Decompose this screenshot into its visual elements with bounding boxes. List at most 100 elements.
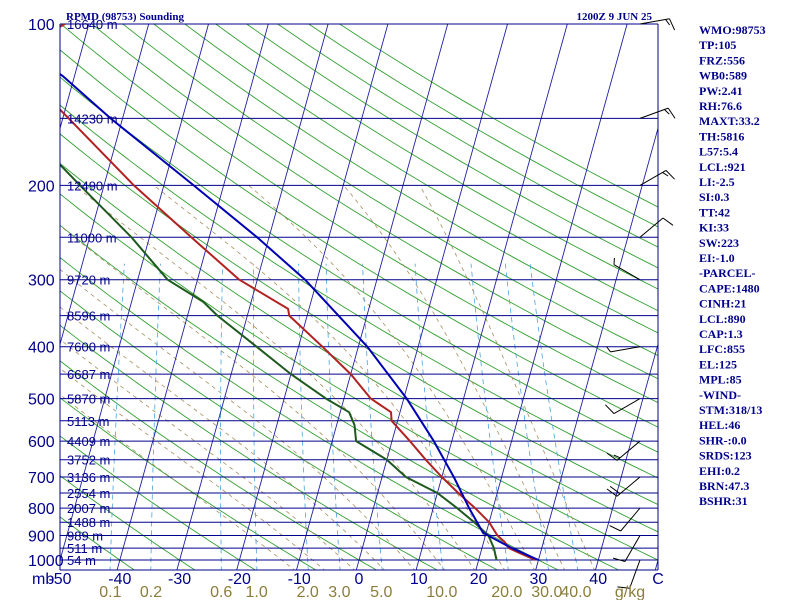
moist-adiabat xyxy=(153,185,506,570)
dry-adiabat xyxy=(246,24,658,269)
wind-barb xyxy=(606,440,641,461)
barb-flag xyxy=(606,346,611,353)
isotherm xyxy=(176,24,329,570)
dry-adiabat xyxy=(91,24,658,380)
height-label: 5870 m xyxy=(67,392,110,407)
height-label: 3136 m xyxy=(67,470,110,485)
barb-flag xyxy=(665,170,675,180)
temperature-tick-label: 40 xyxy=(589,571,607,588)
moist-adiabat xyxy=(248,185,536,570)
mixing-ratio-line xyxy=(362,263,383,570)
pressure-tick-label: 1000 xyxy=(28,553,64,570)
height-label: 12490 m xyxy=(67,178,118,193)
barb-flag xyxy=(665,19,671,26)
mixing-ratio-line xyxy=(220,263,223,570)
wind-barb xyxy=(605,398,641,415)
wind-barb xyxy=(609,507,641,532)
index-23: MPL:85 xyxy=(699,373,742,387)
wind-barb xyxy=(606,346,641,353)
index-6: MAXT:33.2 xyxy=(699,114,760,128)
barb-flag xyxy=(613,454,621,459)
pressure-tick-label: 500 xyxy=(28,392,55,409)
dry-adiabat xyxy=(60,516,136,570)
isotherm xyxy=(296,24,449,570)
isotherm xyxy=(355,24,508,570)
dry-adiabat xyxy=(60,475,196,570)
index-5: RH:76.6 xyxy=(699,99,742,113)
index-18: CINH:21 xyxy=(699,297,746,311)
temperature-unit-label: C xyxy=(652,571,664,588)
index-24: -WIND- xyxy=(699,388,741,402)
barb-staff xyxy=(639,217,664,238)
index-20: CAP:1.3 xyxy=(699,327,743,341)
temperature-tick-label: -50 xyxy=(48,571,71,588)
temperature-tick-label: 0 xyxy=(355,571,364,588)
wind-barbs xyxy=(605,18,676,589)
isotherm xyxy=(535,126,658,570)
wind-barb xyxy=(639,107,676,119)
wind-barb xyxy=(639,169,675,186)
wind-barb xyxy=(639,217,674,238)
index-29: EHI:0.2 xyxy=(699,464,740,478)
index-22: EL:125 xyxy=(699,357,737,371)
isotherm xyxy=(415,24,568,570)
height-label: 11000 m xyxy=(67,230,117,245)
index-16: -PARCEL- xyxy=(699,266,755,280)
mixing-ratio-line xyxy=(253,263,258,570)
isotherm xyxy=(475,24,628,570)
barb-flag xyxy=(609,485,621,495)
barb-flag xyxy=(612,557,626,562)
index-31: BSHR:31 xyxy=(699,494,748,508)
barb-flag xyxy=(617,586,630,589)
height-label: 7600 m xyxy=(67,340,110,355)
pressure-tick-label: 100 xyxy=(28,17,55,34)
mixing-ratio-label: 40.0 xyxy=(560,584,591,600)
dry-adiabat xyxy=(215,24,658,290)
height-label: 5113 m xyxy=(67,414,109,429)
temperature-tick-label: -30 xyxy=(168,571,191,588)
index-4: PW:2.41 xyxy=(699,84,743,98)
dry-adiabat xyxy=(60,24,658,404)
mixing-ratio-label: 10.0 xyxy=(426,584,457,600)
barb-flag xyxy=(669,18,676,31)
mixing-ratio-line xyxy=(150,263,161,570)
station-title: RPMD (98753) Sounding xyxy=(66,11,184,23)
dry-adiabat xyxy=(277,24,658,248)
barb-staff xyxy=(624,535,641,562)
temperature-tick-label: 20 xyxy=(470,571,488,588)
wind-barb xyxy=(612,535,641,562)
temperature-tick-label: -10 xyxy=(288,571,311,588)
moist-adiabat xyxy=(60,338,356,570)
height-label: 2007 m xyxy=(67,501,110,516)
index-17: CAPE:1480 xyxy=(699,281,760,295)
moist-adiabat xyxy=(419,185,595,570)
index-19: LCL:890 xyxy=(699,312,746,326)
index-14: SW:223 xyxy=(699,236,739,250)
height-label: 511 m xyxy=(67,541,102,556)
moist-adiabat xyxy=(60,306,386,570)
wind-barb xyxy=(617,559,641,589)
mixing-ratio-label: 0.1 xyxy=(99,584,121,600)
observation-time: 1200Z 9 JUN 25 xyxy=(577,11,653,23)
height-label: 2554 m xyxy=(67,486,110,501)
pressure-tick-label: 900 xyxy=(28,529,55,546)
barb-flag xyxy=(662,217,674,226)
dry-adiabat xyxy=(60,324,438,570)
dry-adiabat xyxy=(153,24,658,334)
moist-adiabat xyxy=(74,185,476,570)
temperature-line xyxy=(60,24,536,561)
isotherm xyxy=(60,24,209,562)
height-label: 16640 m xyxy=(67,17,118,32)
pressure-tick-label: 200 xyxy=(28,178,55,195)
height-label: 14230 m xyxy=(67,111,118,126)
index-11: SI:0.3 xyxy=(699,190,729,204)
wind-barb xyxy=(613,257,641,281)
wind-barb xyxy=(639,18,676,31)
mixing-ratio-line xyxy=(109,263,125,570)
pressure-tick-label: 700 xyxy=(28,470,55,487)
mixing-ratio-label: 5.0 xyxy=(370,584,392,600)
isotherm xyxy=(236,24,389,570)
mixing-ratio-label: 2.0 xyxy=(297,584,319,600)
